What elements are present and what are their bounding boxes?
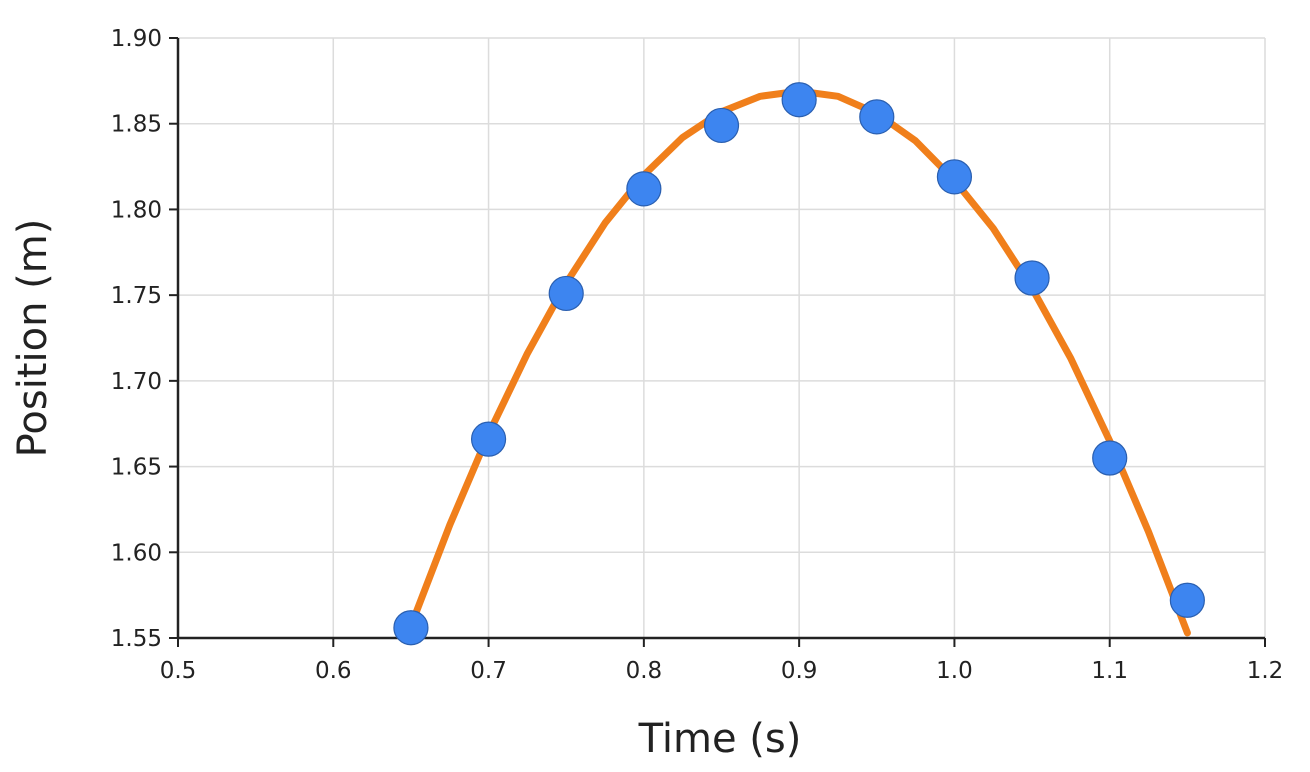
y-tick-label: 1.65 [111, 455, 162, 481]
y-tick-label: 1.75 [111, 283, 162, 309]
x-tick-label: 1.0 [936, 658, 973, 684]
y-tick-label: 1.55 [111, 626, 162, 652]
x-tick-label: 0.6 [315, 658, 352, 684]
data-point [936, 159, 973, 195]
x-tick-label: 0.7 [470, 658, 507, 684]
y-tick-label: 1.80 [111, 197, 162, 223]
x-tick-label: 0.9 [781, 658, 818, 684]
data-points-layer [393, 82, 1205, 646]
data-point [1014, 260, 1050, 296]
data-point [470, 421, 507, 457]
x-tick-label: 1.2 [1247, 658, 1284, 684]
x-tick-label: 0.8 [626, 658, 663, 684]
y-axis-title: Position (m) [10, 219, 56, 458]
data-point [1092, 440, 1128, 476]
axes [169, 37, 1266, 647]
data-point [626, 171, 662, 207]
y-tick-label: 1.70 [111, 369, 162, 395]
y-tick-label: 1.90 [111, 26, 162, 52]
x-tick-label: 1.1 [1091, 658, 1128, 684]
grid-lines [177, 37, 1266, 639]
data-point [703, 107, 740, 144]
data-point [393, 610, 429, 646]
data-point [1169, 582, 1205, 618]
x-axis-title: Time (s) [638, 716, 802, 762]
data-point [781, 82, 817, 118]
data-point [548, 275, 584, 312]
y-tick-label: 1.60 [111, 540, 162, 566]
y-tick-labels: 1.55 1.60 1.65 1.70 1.75 1.80 1.85 1.90 [111, 26, 162, 652]
x-tick-label: 0.5 [160, 658, 197, 684]
y-tick-label: 1.85 [111, 112, 162, 138]
data-point [859, 99, 895, 135]
x-tick-labels: 0.5 0.6 0.7 0.8 0.9 1.0 1.1 1.2 [160, 658, 1284, 684]
